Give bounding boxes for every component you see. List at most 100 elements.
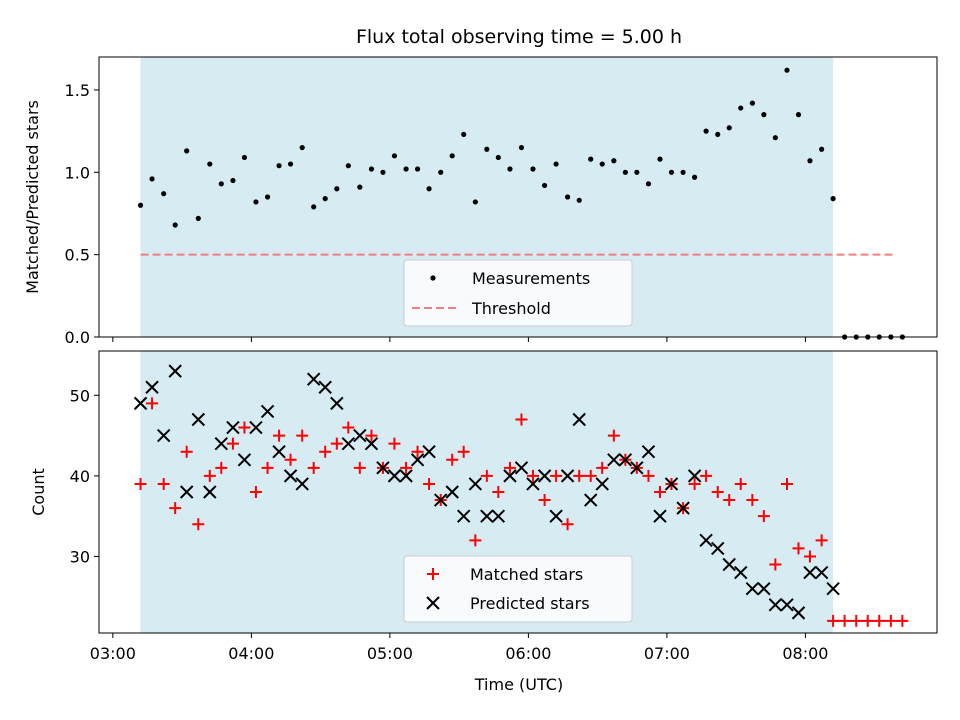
predicted-star-point: [630, 461, 644, 475]
predicted-star-point: [699, 533, 713, 548]
matched-star-point: [284, 453, 297, 466]
matched-star-point: [469, 534, 482, 547]
matched-star-point: [157, 477, 170, 490]
predicted-star-point: [133, 396, 148, 411]
predicted-star-point: [318, 380, 332, 394]
matched-star-point: [884, 614, 897, 627]
measurement-point: [819, 146, 825, 152]
predicted-star-point: [584, 493, 598, 507]
matched-star-point: [503, 461, 516, 474]
bottom-panel: 30 40 50 03:00 04:00 05:00 06:00 07:00 08:00 Co…: [29, 350, 938, 694]
matched-star-point: [353, 461, 366, 474]
measurement-point: [357, 184, 363, 190]
measurement-point: [426, 186, 432, 192]
matched-star-point: [249, 486, 262, 498]
measurement-point: [391, 153, 398, 159]
predicted-star-point: [468, 477, 483, 491]
matched-star-point: [827, 614, 840, 627]
predicted-star-point: [734, 565, 748, 580]
measurement-point: [149, 176, 155, 182]
matched-star-point: [226, 437, 239, 450]
bottom-y-tick-label: 40: [70, 467, 90, 486]
measurement-point: [622, 169, 628, 175]
bottom-legend: Matched stars Predicted stars: [403, 555, 633, 623]
legend-predicted-label: Predicted stars: [470, 594, 590, 613]
measurement-point: [449, 153, 455, 159]
predicted-star-point: [214, 436, 229, 451]
matched-star-point: [688, 477, 701, 490]
predicted-star-point: [306, 372, 321, 386]
measurement-point: [403, 166, 409, 172]
matched-star-point: [700, 469, 713, 482]
matched-star-point: [850, 614, 863, 627]
measurement-point: [253, 199, 259, 205]
measurement-point: [507, 166, 513, 172]
predicted-star-point: [826, 581, 840, 596]
matched-star-point: [319, 445, 332, 458]
predicted-star-point: [387, 469, 402, 483]
top-x-ticks: [112, 337, 806, 342]
predicted-star-point: [711, 541, 725, 556]
matched-star-point: [169, 502, 182, 515]
matched-star-point: [723, 494, 736, 507]
matched-star-point: [769, 558, 782, 571]
matched-star-point: [296, 429, 309, 442]
matched-star-point: [273, 429, 286, 442]
measurement-point: [588, 156, 594, 162]
legend-threshold-label: Threshold: [471, 299, 551, 318]
x-tick-label: 06:00: [505, 644, 551, 663]
measurement-point: [184, 148, 190, 154]
measurement-point: [287, 161, 294, 167]
predicted-star-point: [203, 485, 217, 499]
measurement-point: [241, 154, 248, 161]
x-tick-label: 08:00: [782, 644, 828, 663]
matched-star-point: [192, 518, 205, 531]
legend-measurements-marker: [430, 275, 436, 281]
measurement-point: [472, 199, 478, 205]
matched-star-point: [573, 469, 586, 482]
predicted-star-point: [491, 509, 506, 523]
predicted-star-point: [445, 485, 459, 499]
predicted-star-point: [595, 477, 609, 491]
measurement-points: [137, 67, 905, 340]
predicted-star-point: [803, 565, 817, 580]
matched-star-point: [342, 421, 355, 434]
measurement-point: [299, 144, 305, 151]
bottom-x-ticks: 03:00 04:00 05:00 06:00 07:00 08:00: [90, 633, 828, 663]
matched-star-point: [550, 469, 563, 482]
bottom-axes-frame: [98, 350, 938, 634]
predicted-star-point: [641, 445, 656, 459]
predicted-star-point: [664, 477, 679, 491]
measurement-point: [207, 161, 213, 167]
measurement-point: [553, 161, 559, 167]
measurement-point: [368, 166, 375, 172]
measurement-point: [703, 128, 709, 134]
predicted-star-point: [145, 380, 159, 394]
predicted-star-point: [260, 404, 275, 419]
predicted-star-point: [745, 581, 760, 596]
measurement-point: [795, 112, 802, 118]
predicted-star-point: [226, 420, 240, 435]
matched-star-point: [480, 469, 493, 482]
predicted-star-point: [653, 509, 667, 523]
predicted-star-point: [676, 501, 690, 515]
measurement-point: [749, 100, 755, 106]
matched-star-point: [896, 614, 909, 627]
plot-title: Flux total observing time = 5.00 h: [356, 26, 682, 48]
matched-star-point: [215, 461, 228, 474]
measurement-point: [772, 135, 778, 141]
matched-star-point: [734, 477, 747, 490]
measurement-point: [172, 222, 178, 228]
predicted-star-point: [560, 469, 575, 483]
measurement-point: [645, 181, 652, 187]
bottom-y-tick-label: 50: [70, 386, 90, 405]
predicted-star-point: [249, 420, 263, 435]
predicted-star-point: [480, 509, 494, 523]
predicted-star-point: [607, 453, 621, 467]
matched-star-point: [584, 469, 597, 482]
predicted-star-point: [179, 485, 194, 499]
measurement-point: [438, 169, 444, 175]
top-y-tick-label: 1.0: [65, 163, 90, 182]
predicted-star-point: [191, 412, 206, 427]
